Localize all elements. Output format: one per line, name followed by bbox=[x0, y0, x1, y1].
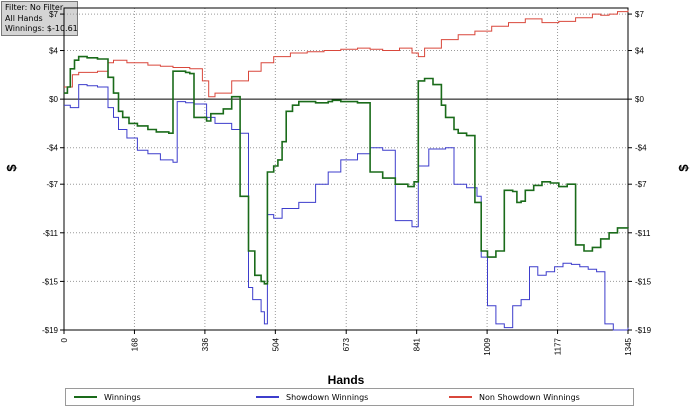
y-tick-label: -$19 bbox=[635, 326, 652, 335]
filter-label: Filter: No Filter bbox=[5, 3, 64, 12]
series-lines bbox=[64, 10, 629, 331]
y-tick-label: -$7 bbox=[635, 180, 647, 189]
y-tick-label: -$11 bbox=[43, 229, 59, 238]
x-tick-label: 673 bbox=[342, 337, 351, 351]
x-tick-label: 1345 bbox=[624, 337, 633, 355]
legend-label-showdown: Showdown Winnings bbox=[286, 392, 369, 402]
x-axis-ticks: 0 168 336 504 673 841 1009 1177 1345 bbox=[60, 330, 633, 356]
chart-legend: Winnings Showdown Winnings Non Showdown … bbox=[65, 388, 634, 406]
legend-swatch-showdown bbox=[256, 396, 279, 398]
y-tick-label: -$7 bbox=[46, 180, 58, 189]
y-tick-label: -$19 bbox=[42, 326, 59, 335]
y-tick-label: -$11 bbox=[635, 229, 651, 238]
winnings-line bbox=[64, 55, 629, 285]
y-axis-right-ticks: $7 $4 $0 -$4 -$7 -$11 -$15 -$19 bbox=[628, 10, 652, 335]
y-tick-label: $7 bbox=[49, 10, 58, 19]
x-tick-label: 0 bbox=[60, 337, 69, 342]
winnings-total-label: Winnings: $-10.61 bbox=[5, 24, 78, 33]
filter-info-box: Filter: No Filter All Hands Winnings: $-… bbox=[1, 1, 78, 36]
grid-lines bbox=[64, 8, 628, 331]
x-tick-label: 1009 bbox=[483, 337, 492, 355]
x-tick-label: 841 bbox=[413, 337, 422, 351]
legend-swatch-non-showdown bbox=[449, 396, 472, 398]
legend-label-non-showdown: Non Showdown Winnings bbox=[479, 392, 580, 402]
y-tick-label: $7 bbox=[635, 10, 644, 19]
legend-item-winnings: Winnings bbox=[74, 389, 141, 405]
y-tick-label: $4 bbox=[49, 47, 58, 56]
x-tick-label: 168 bbox=[130, 337, 139, 351]
legend-item-showdown: Showdown Winnings bbox=[256, 389, 368, 405]
y-axis-label-right: $ bbox=[676, 164, 691, 172]
x-tick-label: 504 bbox=[271, 337, 280, 351]
y-tick-label: -$15 bbox=[635, 277, 652, 286]
hands-scope-label: All Hands bbox=[5, 13, 43, 23]
showdown-winnings-line bbox=[64, 84, 629, 331]
y-axis-label-left: $ bbox=[4, 164, 19, 172]
x-axis-label: Hands bbox=[328, 373, 365, 387]
legend-label-winnings: Winnings bbox=[104, 392, 141, 402]
y-tick-label: $4 bbox=[635, 47, 644, 56]
legend-item-non-showdown: Non Showdown Winnings bbox=[449, 389, 580, 405]
y-tick-label: -$4 bbox=[635, 144, 647, 153]
non-showdown-winnings-line bbox=[64, 10, 629, 98]
legend-swatch-winnings bbox=[74, 396, 97, 398]
x-tick-label: 1177 bbox=[554, 337, 563, 355]
y-tick-label: -$15 bbox=[42, 277, 59, 286]
y-tick-label: $0 bbox=[635, 95, 644, 104]
y-axis-left-ticks: $7 $4 $0 -$4 -$7 -$11 -$15 -$19 bbox=[42, 10, 64, 335]
y-tick-label: -$4 bbox=[46, 144, 58, 153]
y-tick-label: $0 bbox=[49, 95, 58, 104]
x-tick-label: 336 bbox=[201, 337, 210, 351]
